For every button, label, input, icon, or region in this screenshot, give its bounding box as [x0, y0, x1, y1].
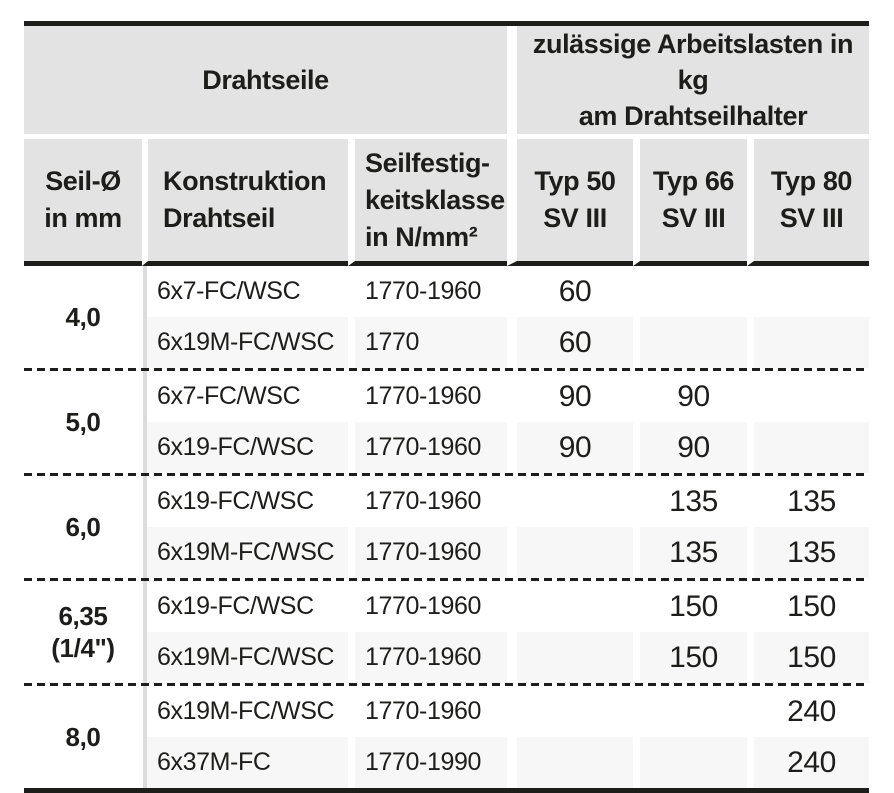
construction-cell: 6x19M-FC/WSC	[142, 527, 348, 578]
load-typ50-cell: 90	[507, 422, 633, 473]
construction-cell: 6x19M-FC/WSC	[142, 317, 348, 368]
load-typ66-cell: 90	[633, 371, 747, 422]
strength-class-cell: 1770-1960	[348, 686, 507, 737]
load-typ50-cell	[507, 632, 633, 683]
group-separator	[24, 368, 869, 371]
table-row: 6x19M-FC/WSC 1770-1960 135 135	[24, 527, 869, 578]
col-header-konstruktion: Konstruktion Drahtseil	[142, 139, 348, 266]
construction-cell: 6x19-FC/WSC	[142, 581, 348, 632]
load-typ80-cell: 150	[747, 632, 869, 683]
load-typ80-cell: 135	[747, 476, 869, 527]
strength-class-cell: 1770-1960	[348, 581, 507, 632]
table-row: 4,0 6x7-FC/WSC 1770-1960 60	[24, 266, 869, 368]
table-row: 8,0 6x19M-FC/WSC 1770-1960 240	[24, 686, 869, 788]
load-typ50-cell	[507, 737, 633, 788]
group-header-drahtseile: Drahtseile	[24, 26, 507, 139]
construction-cell: 6x7-FC/WSC	[142, 266, 348, 317]
table-row: 6x19M-FC/WSC 1770 60	[24, 317, 869, 368]
diameter-cell: 6,0	[24, 476, 142, 578]
strength-class-cell: 1770-1960	[348, 527, 507, 578]
diameter-cell: 4,0	[24, 266, 142, 368]
load-typ66-cell: 90	[633, 422, 747, 473]
load-typ50-cell: 60	[507, 266, 633, 317]
table-row: 6x37M-FC 1770-1990 240	[24, 737, 869, 788]
load-typ66-cell: 150	[633, 581, 747, 632]
construction-cell: 6x19-FC/WSC	[142, 422, 348, 473]
col-header-typ66: Typ 66 SV III	[633, 139, 747, 266]
diameter-cell: 5,0	[24, 371, 142, 473]
load-typ66-cell	[633, 266, 747, 317]
load-typ50-cell	[507, 476, 633, 527]
load-typ50-cell	[507, 581, 633, 632]
diameter-cell: 8,0	[24, 686, 142, 788]
col-header-seilfestigkeitsklasse: Seilfestig- keitsklasse in N/mm²	[348, 139, 507, 266]
strength-class-cell: 1770-1990	[348, 737, 507, 788]
table-row: 6x19-FC/WSC 1770-1960 90 90	[24, 422, 869, 473]
col-header-typ50: Typ 50 SV III	[507, 139, 633, 266]
group-header-arbeitslasten: zulässige Arbeitslasten in kg am Drahtse…	[507, 26, 869, 139]
table-row: 5,0 6x7-FC/WSC 1770-1960 90 90	[24, 371, 869, 473]
strength-class-cell: 1770-1960	[348, 632, 507, 683]
table-row: 6x19M-FC/WSC 1770-1960 150 150	[24, 632, 869, 683]
load-typ50-cell	[507, 527, 633, 578]
load-typ80-cell	[747, 371, 869, 422]
load-typ80-cell	[747, 422, 869, 473]
load-typ66-cell: 135	[633, 527, 747, 578]
load-typ80-cell	[747, 317, 869, 368]
diameter-cell: 6,35 (1/4")	[24, 581, 142, 683]
load-typ66-cell: 135	[633, 476, 747, 527]
group-separator	[24, 683, 869, 686]
col-header-typ80: Typ 80 SV III	[747, 139, 869, 266]
table-row: 6,0 6x19-FC/WSC 1770-1960 135 135	[24, 476, 869, 578]
load-typ66-cell: 150	[633, 632, 747, 683]
construction-cell: 6x37M-FC	[142, 737, 348, 788]
group-separator	[24, 473, 869, 476]
load-typ80-cell	[747, 266, 869, 317]
strength-class-cell: 1770-1960	[348, 476, 507, 527]
table-row: 6,35 (1/4") 6x19-FC/WSC 1770-1960 150 15…	[24, 581, 869, 683]
strength-class-cell: 1770-1960	[348, 371, 507, 422]
column-header-row: Seil-Ø in mm Konstruktion Drahtseil Seil…	[24, 139, 869, 266]
strength-class-cell: 1770-1960	[348, 422, 507, 473]
load-typ66-cell	[633, 317, 747, 368]
strength-class-cell: 1770-1960	[348, 266, 507, 317]
group-separator	[24, 578, 869, 581]
load-typ50-cell: 60	[507, 317, 633, 368]
load-typ80-cell: 135	[747, 527, 869, 578]
construction-cell: 6x19M-FC/WSC	[142, 686, 348, 737]
construction-cell: 6x7-FC/WSC	[142, 371, 348, 422]
construction-cell: 6x19M-FC/WSC	[142, 632, 348, 683]
load-typ80-cell: 150	[747, 581, 869, 632]
load-typ80-cell: 240	[747, 737, 869, 788]
construction-cell: 6x19-FC/WSC	[142, 476, 348, 527]
load-typ50-cell	[507, 686, 633, 737]
load-typ66-cell	[633, 737, 747, 788]
group-header-row: Drahtseile zulässige Arbeitslasten in kg…	[24, 26, 869, 139]
load-typ66-cell	[633, 686, 747, 737]
col-header-seil-diameter: Seil-Ø in mm	[24, 139, 142, 266]
wire-rope-load-table: Drahtseile zulässige Arbeitslasten in kg…	[24, 21, 869, 793]
load-typ50-cell: 90	[507, 371, 633, 422]
strength-class-cell: 1770	[348, 317, 507, 368]
load-typ80-cell: 240	[747, 686, 869, 737]
